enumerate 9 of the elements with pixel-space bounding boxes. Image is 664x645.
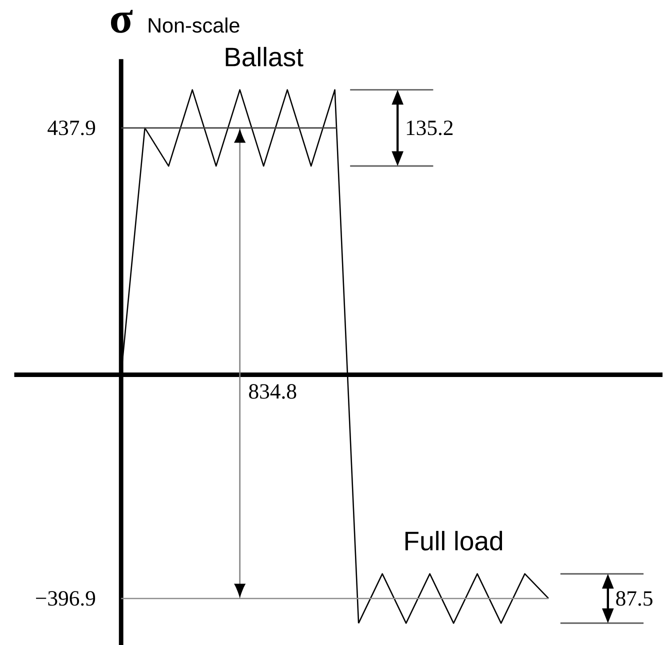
y-tick-label: −396.9 [36,590,96,606]
text: Non-scale [148,17,240,33]
text: 87.5 [616,590,652,606]
annotation: 834.8 [249,384,296,399]
series-label: Full load [405,530,502,550]
y-tick-label: 437.9 [48,120,96,136]
y-axis-title: σ [110,10,133,33]
series-label: Ballast [226,46,304,66]
annotation: 135.2 [406,120,453,136]
